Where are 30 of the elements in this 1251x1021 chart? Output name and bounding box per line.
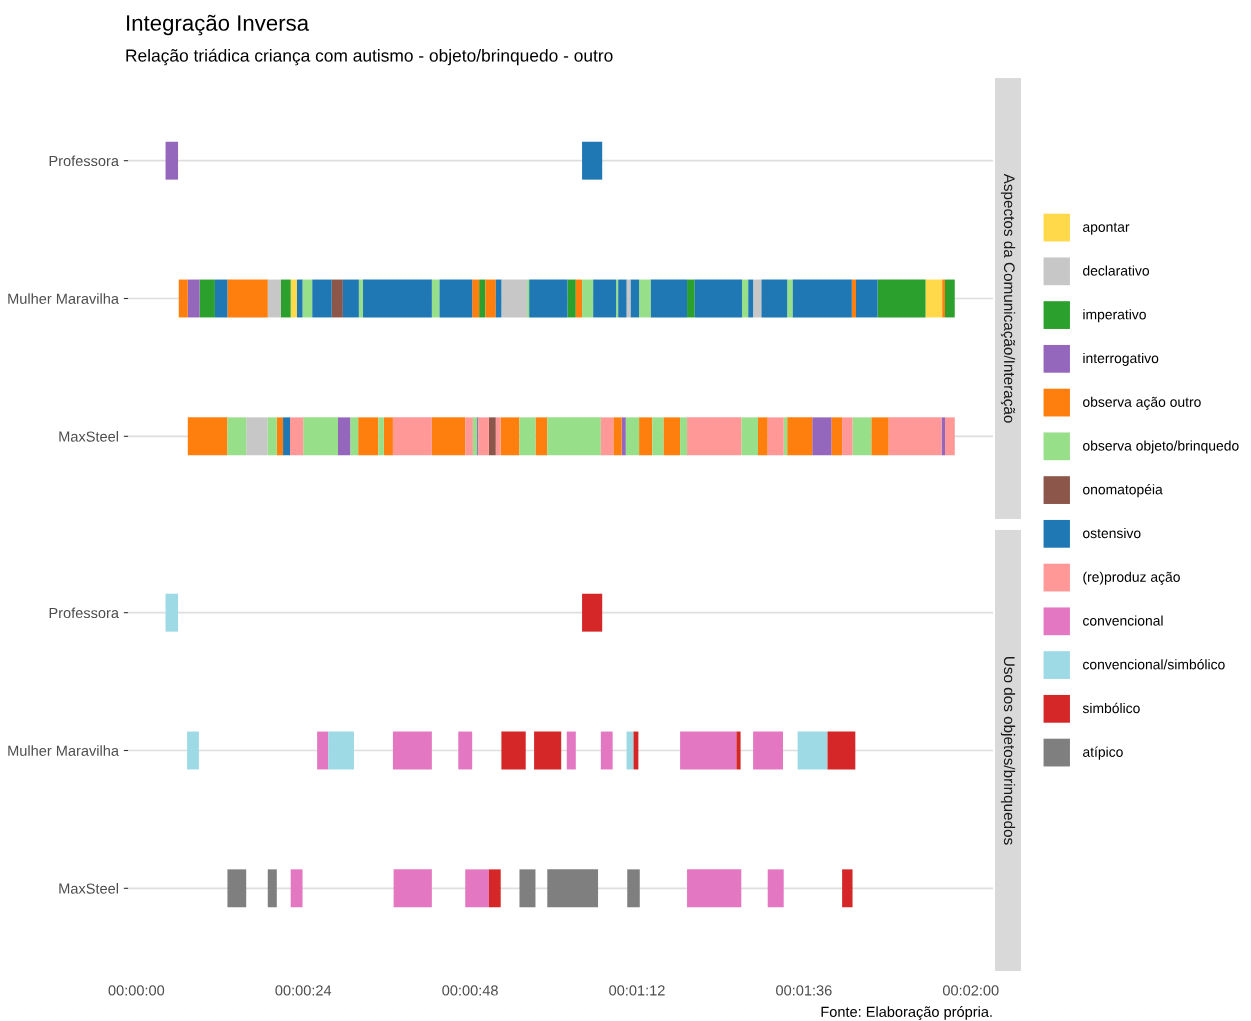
legend-label: convencional [1083,615,1163,626]
legend-label: convencional/simbólico [1083,659,1225,670]
y2-axis-title: Aspectos da Comunicação/Interação [1000,173,1016,423]
x-tick-label: 00:02:00 [942,985,999,996]
x-tick-label: 00:00:24 [275,985,332,996]
chart-title: Integração Inversa [127,14,310,36]
legend-label: imperativo [1083,309,1146,323]
x-tick-label: 00:01:12 [609,985,665,996]
legend-label: onomatopéia [1083,484,1163,498]
y-tick-label: MaxSteel [59,431,118,442]
legend-label: ostensivo [1083,527,1141,539]
y-tick-label: MaxSteel [59,883,118,894]
legend-label: atípico [1083,746,1123,760]
legend-label: (re)produz ação [1083,571,1180,585]
y-tick-label: Mulher Maravilha [8,293,119,304]
source-note: Fonte: Elaboração própria. [821,1006,992,1020]
y2-axis-title: Uso dos objetos/brinquedos [1000,656,1016,845]
y-tick-label: Professora [49,607,119,619]
legend-label: declarativo [1083,265,1150,276]
legend-label: observa objeto/brinquedo [1083,440,1239,454]
x-tick-label: 00:01:36 [776,985,832,996]
legend-label: simbólico [1082,702,1140,714]
legend-label: interrogativo [1083,352,1159,366]
y-tick-label: Mulher Maravilha [8,745,119,756]
chart-subtitle: Relação triádica criança com autismo - objeto/brinquedo - outro [126,48,613,66]
y-tick-label: Professora [49,155,119,167]
x-tick-label: 00:00:00 [108,985,165,996]
x-tick-label: 00:00:48 [442,985,498,996]
legend-label: observa ação outro [1083,396,1201,410]
legend-label: apontar [1083,222,1130,235]
